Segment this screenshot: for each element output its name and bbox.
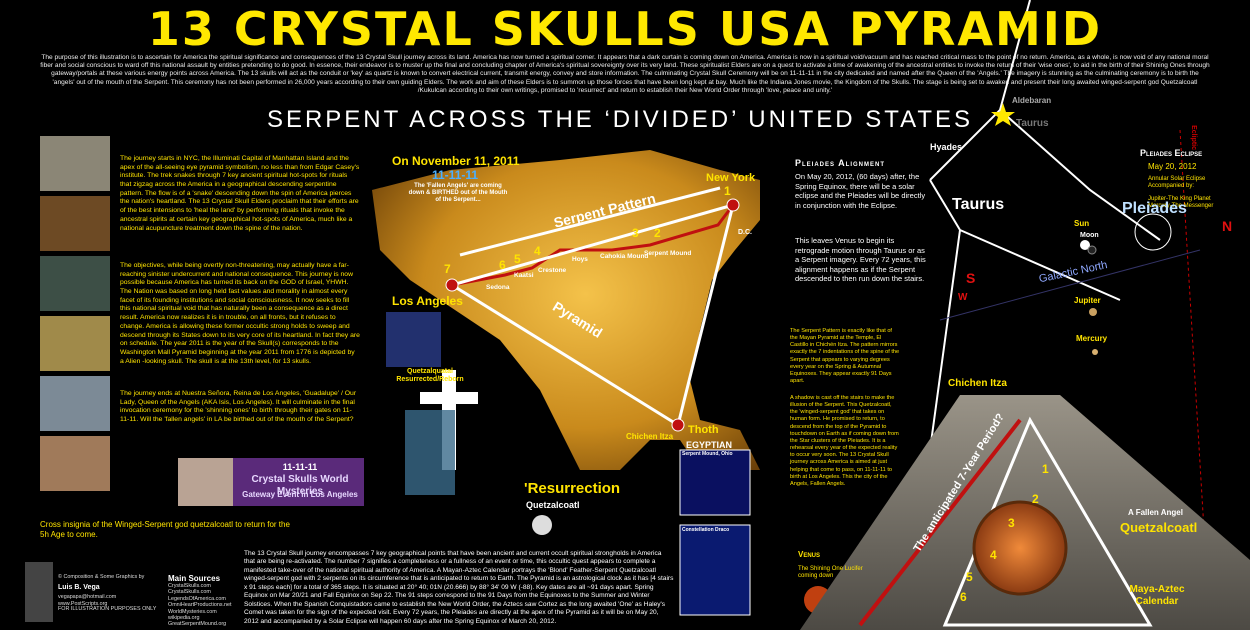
disclaimer: FOR ILLUSTRATION PURPOSES ONLY bbox=[58, 606, 178, 613]
dc: D.C. bbox=[738, 229, 768, 237]
pleiades-text: On May 20, 2012, (60 days) after, the Sp… bbox=[795, 172, 930, 210]
los-angeles: Los Angeles bbox=[392, 294, 472, 308]
aztec-calendar bbox=[974, 502, 1066, 594]
quetzal-figure bbox=[405, 410, 455, 495]
calendar-label: Maya-Aztec Calendar bbox=[1122, 584, 1192, 608]
site-number: 2 bbox=[654, 226, 661, 240]
source: GreatSerpentMound.org bbox=[168, 621, 248, 628]
thumbnail bbox=[40, 376, 110, 431]
quetzal-glyph bbox=[386, 312, 441, 367]
mercury-label: Mercury bbox=[1076, 334, 1126, 343]
thumbnail bbox=[40, 136, 110, 191]
jupiter-label: Jupiter bbox=[1074, 296, 1124, 305]
thumbnail bbox=[40, 196, 110, 251]
venus-note: The Shining One Lucifer coming down bbox=[798, 566, 868, 580]
pleiades-text: This leaves Venus to begin its retrograd… bbox=[795, 236, 930, 284]
step-number: 5 bbox=[966, 570, 973, 584]
west: W bbox=[958, 292, 978, 304]
banner-photo bbox=[178, 458, 233, 506]
quetzalcoatl-label: Quetzalcoatl bbox=[526, 500, 626, 511]
star-label: Aldebaran bbox=[1012, 96, 1072, 105]
fallen-angel: A Fallen Angel bbox=[1128, 508, 1208, 517]
step-number: 4 bbox=[990, 548, 997, 562]
site-label: Sedona bbox=[486, 284, 556, 292]
constellation-label: Taurus bbox=[1016, 118, 1066, 130]
serpent-mound-label: Serpent Mound, Ohio bbox=[682, 452, 752, 458]
moon-label: Moon bbox=[1080, 232, 1110, 240]
bottom-paragraph: The 13 Crystal Skull journey encompasses… bbox=[244, 550, 674, 626]
south: S bbox=[966, 270, 986, 287]
cross-beam bbox=[420, 392, 478, 404]
logo bbox=[25, 562, 53, 622]
site-label: Crestone bbox=[538, 267, 608, 275]
pleiades: Pleiades bbox=[1122, 200, 1212, 219]
pleiades-title: Pleiades Alignment bbox=[795, 158, 945, 169]
step-number: 1 bbox=[1042, 462, 1049, 476]
thumbnail bbox=[40, 256, 110, 311]
caption: Cross insignia of the Winged-Serpent god… bbox=[40, 520, 290, 540]
skull bbox=[532, 515, 552, 535]
egyptian: EGYPTIAN bbox=[686, 440, 756, 451]
new-york: New York bbox=[706, 172, 776, 185]
fallen-text: The 'Fallen Angels' are coming down & BI… bbox=[408, 183, 508, 204]
quetzal-label: Quetzalquatal Resurrected/Reborn bbox=[385, 368, 475, 385]
sun-label: Sun bbox=[1074, 219, 1104, 228]
thumbnail bbox=[40, 316, 110, 371]
left-paragraph: The journey starts in NYC, the Illuminat… bbox=[120, 155, 360, 233]
site-number: 5 bbox=[514, 252, 521, 266]
quetzalcoatl-sky: Quetzalcoatl bbox=[1120, 520, 1230, 535]
thumbnail bbox=[40, 436, 110, 491]
node bbox=[727, 199, 739, 211]
banner-date: 11-11-11 bbox=[240, 462, 360, 473]
mercury bbox=[1092, 349, 1098, 355]
taurus: Taurus bbox=[952, 196, 1032, 215]
serpent-mound-photo bbox=[680, 450, 750, 515]
map-date-code: 11-11-11 bbox=[432, 168, 512, 182]
site-number: 6 bbox=[499, 258, 506, 272]
pleiades-circle bbox=[1135, 214, 1171, 250]
eclipse-type: Annular Solar Eclipse Accompanied by: bbox=[1148, 176, 1228, 190]
step-number: 6 bbox=[960, 590, 967, 604]
poster: 13 CRYSTAL SKULLS USA PYRAMIDThe purpose… bbox=[0, 0, 1250, 630]
pleiades-note: The Serpent Pattern is exactly like that… bbox=[790, 328, 900, 385]
node bbox=[672, 419, 684, 431]
site-number: 1 bbox=[724, 184, 731, 198]
left-paragraph: The journey ends at Nuestra Señora, Rein… bbox=[120, 390, 360, 425]
moon bbox=[1088, 246, 1096, 254]
eclipse-title: Pleiades Eclipse bbox=[1140, 148, 1250, 159]
resurrection: 'Resurrection bbox=[524, 480, 634, 498]
thumbnails bbox=[40, 136, 110, 491]
intro: The purpose of this illustration is to a… bbox=[40, 54, 1210, 95]
north: N bbox=[1222, 218, 1242, 235]
site-number: 4 bbox=[534, 244, 541, 258]
thoth: Thoth bbox=[688, 424, 748, 437]
venus-label: Venus bbox=[798, 550, 838, 559]
banner-subtitle: Gateway Event in Los Angeles bbox=[236, 490, 364, 499]
map-date: On November 11, 2011 bbox=[392, 154, 552, 168]
site-number: 7 bbox=[444, 262, 451, 276]
credit: © Composition & Some Graphics by bbox=[58, 574, 178, 581]
draco-photo bbox=[680, 525, 750, 615]
node bbox=[446, 279, 458, 291]
step-number: 2 bbox=[1032, 492, 1039, 506]
site-number: 3 bbox=[632, 226, 639, 240]
author: Luis B. Vega bbox=[58, 584, 178, 592]
eclipse-date: May 20, 2012 bbox=[1148, 162, 1238, 171]
pleiades-note: A shadow is cast off the stairs to make … bbox=[790, 395, 900, 488]
draco-label: Constellation Draco bbox=[682, 528, 752, 534]
title: 13 CRYSTAL SKULLS USA PYRAMID bbox=[0, 6, 1250, 52]
left-paragraph: The objectives, while being overtly non-… bbox=[120, 262, 360, 366]
site-label: Serpent Mound bbox=[644, 250, 714, 258]
hyades: Hyades bbox=[930, 142, 980, 153]
jupiter bbox=[1089, 308, 1097, 316]
step-number: 3 bbox=[1008, 516, 1015, 530]
chichen-itza: Chichen Itza bbox=[626, 432, 686, 441]
subtitle: SERPENT ACROSS THE ‘DIVIDED’ UNITED STAT… bbox=[240, 106, 1000, 134]
